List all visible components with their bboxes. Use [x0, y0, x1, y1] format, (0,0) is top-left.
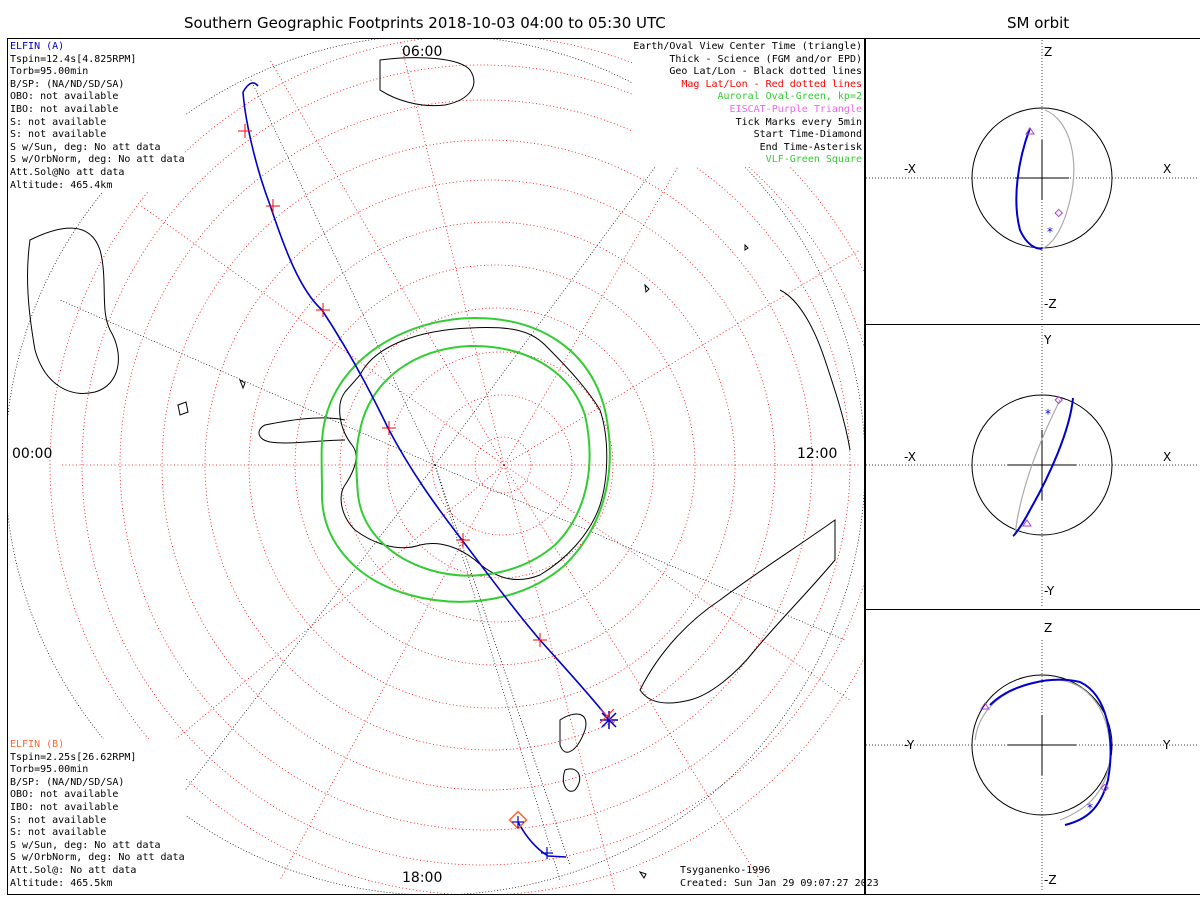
auroral-oval-inner: [355, 344, 591, 577]
elfin-b-line: S w/Sun, deg: No att data: [10, 839, 161, 851]
hour-label-top: 06:00: [402, 44, 443, 60]
elfin-a-line: S: not available: [10, 116, 107, 128]
legend-entry: VLF-Green Square: [765, 154, 862, 166]
sm-panel-2-down: -Y: [1044, 584, 1055, 598]
legend-entry: Thick - Science (FGM and/or EPD): [669, 53, 862, 65]
model-label: Tsyganenko-1996: [680, 865, 771, 876]
legend-entry: Geo Lat/Lon - Black dotted lines: [669, 66, 862, 78]
auroral-oval: [320, 316, 611, 603]
elfin-a-line: S: not available: [10, 129, 107, 141]
elfin-b-line: S w/OrbNorm, deg: No att data: [10, 852, 185, 864]
elfin-b-line: B/SP: (NA/ND/SD/SA): [10, 776, 125, 788]
elfin-b-name: ELFIN (B): [10, 739, 65, 750]
sm-panel-3-right: Y: [1163, 738, 1171, 752]
hour-label-left: 00:00: [12, 446, 53, 462]
sm-panel-1-up: Z: [1044, 45, 1053, 59]
sm-orbit-title: SM orbit: [1007, 14, 1070, 32]
elfin-a-line: Att.Sol@No att data: [10, 166, 125, 178]
elfin-a-line: Torb=95.00min: [10, 66, 89, 78]
elfin-a-ticks: [238, 124, 547, 647]
elfin-a-line: S w/OrbNorm, deg: No att data: [10, 154, 185, 166]
legend-entry: Auroral Oval-Green, kp=2: [717, 91, 863, 103]
elfin-b-line: Torb=95.00min: [10, 764, 89, 776]
elfin-b-start-diamond: [508, 810, 528, 830]
created-label: Created: Sun Jan 29 09:07:27 2023: [680, 878, 879, 889]
sm-panel-1-down: -Z: [1044, 297, 1057, 311]
elfin-b-line: Tspin=2.25s[26.62RPM]: [10, 751, 137, 763]
hour-label-bottom: 18:00: [402, 870, 443, 886]
coastlines: [27, 57, 851, 879]
auroral-oval-outer: [320, 316, 611, 603]
sm-panel-2-left: -X: [904, 450, 916, 464]
elfin-a-line: Tspin=12.4s[4.825RPM]: [10, 53, 137, 65]
elfin-b-line: S: not available: [10, 827, 107, 839]
hour-label-right: 12:00: [797, 446, 838, 462]
svg-text:*: *: [1045, 407, 1051, 421]
sm-panel-3-left: -Y: [904, 738, 915, 752]
geo-grid: [8, 39, 864, 894]
sm-panel-2-up: Y: [1044, 333, 1052, 347]
main-title: Southern Geographic Footprints 2018-10-0…: [184, 14, 666, 32]
sm-panel-1-right: X: [1163, 162, 1172, 176]
legend-entry: Start Time-Diamond: [753, 129, 862, 141]
elfin-b-line: Altitude: 465.5km: [10, 877, 113, 889]
elfin-a-name: ELFIN (A): [10, 41, 65, 52]
sm-panel-1-left: -X: [904, 162, 916, 176]
legend: Earth/Oval View Center Time (triangle) T…: [633, 41, 862, 167]
elfin-b-info: ELFIN (B) Tspin=2.25s[26.62RPM] Torb=95.…: [10, 739, 185, 891]
elfin-b-line: IBO: not available: [10, 801, 119, 813]
legend-entry: EISCAT-Purple Triangle: [729, 103, 862, 115]
sm-panel-1-plot: *: [866, 40, 1198, 320]
elfin-b-line: Att.Sol@: No att data: [10, 864, 137, 876]
earth-circle: [971, 674, 1113, 816]
elfin-a-line: B/SP: (NA/ND/SD/SA): [10, 78, 125, 90]
svg-text:*: *: [1047, 225, 1053, 239]
legend-entry: Earth/Oval View Center Time (triangle): [633, 41, 862, 52]
sm-panel-2-plot: *: [866, 326, 1198, 606]
elfin-b-line: OBO: not available: [10, 789, 119, 801]
elfin-a-line: IBO: not available: [10, 103, 119, 115]
svg-text:*: *: [1087, 801, 1093, 815]
sm-panel-3-up: Z: [1044, 621, 1053, 635]
elfin-a-line: Altitude: 465.4km: [10, 179, 113, 191]
legend-entry: End Time-Asterisk: [759, 141, 862, 153]
sm-panel-3-down: -Z: [1044, 873, 1057, 887]
elfin-a-line: S w/Sun, deg: No att data: [10, 141, 161, 153]
legend-entry: Tick Marks every 5min: [735, 116, 862, 128]
earth-circle: [971, 394, 1113, 536]
sm-panel-3-plot: *: [866, 640, 1198, 892]
elfin-b-line: S: not available: [10, 814, 107, 826]
map-frame: [7, 38, 865, 895]
mag-grid: [49, 39, 864, 894]
elfin-a-info: ELFIN (A) Tspin=12.4s[4.825RPM] Torb=95.…: [10, 41, 185, 193]
elfin-a-line: OBO: not available: [10, 91, 119, 103]
sm-panel-2-right: X: [1163, 450, 1172, 464]
legend-entry: Mag Lat/Lon - Red dotted lines: [681, 78, 862, 90]
sm-panel-3: [865, 609, 1200, 895]
